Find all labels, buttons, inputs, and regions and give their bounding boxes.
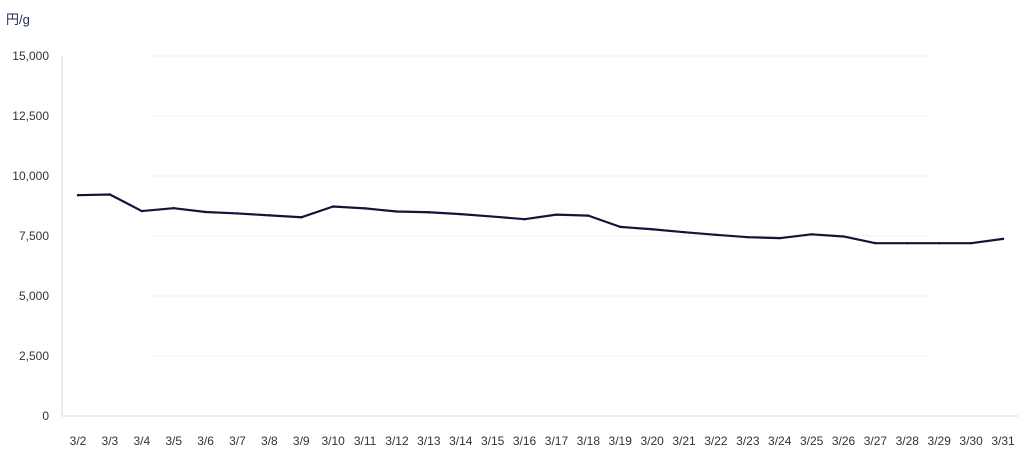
data-point [969,242,973,245]
data-point [204,210,207,214]
data-point [331,205,335,208]
x-tick-label: 3/20 [640,434,664,448]
y-axis-unit-label: 円/g [6,12,30,27]
data-point [172,206,175,210]
data-point [300,216,303,219]
x-tick-label: 3/19 [609,434,633,448]
x-tick-label: 3/12 [385,434,409,448]
x-tick-label: 3/23 [736,434,760,448]
x-tick-label: 3/15 [481,434,505,448]
x-tick-label: 3/26 [832,434,856,448]
x-tick-label: 3/27 [864,434,888,448]
x-tick-label: 3/31 [991,434,1015,448]
x-tick-label: 3/14 [449,434,473,448]
data-point [363,207,367,210]
data-point [778,236,781,240]
data-point [108,193,112,196]
x-tick-label: 3/30 [959,434,983,448]
data-point [810,233,813,236]
data-point [523,218,526,221]
data-point [650,228,654,231]
data-point [427,211,431,214]
data-point [842,235,845,238]
data-point [587,214,590,217]
data-point [874,242,877,245]
x-tick-label: 3/29 [928,434,952,448]
x-tick-label: 3/16 [513,434,537,448]
data-point [906,242,909,245]
data-point [714,233,718,236]
y-tick-label: 2,500 [19,349,49,363]
data-point [746,236,750,239]
data-point [268,214,271,217]
data-point [491,215,494,218]
y-tick-label: 10,000 [12,169,49,183]
y-tick-label: 0 [42,409,49,423]
x-tick-label: 3/10 [321,434,345,448]
x-tick-label: 3/18 [577,434,601,448]
x-tick-label: 3/3 [102,434,119,448]
y-tick-label: 5,000 [19,289,49,303]
data-point [938,242,941,245]
data-point [140,209,143,213]
data-point [395,210,399,213]
x-tick-label: 3/8 [261,434,278,448]
x-tick-label: 3/13 [417,434,441,448]
data-point [555,213,558,216]
x-tick-label: 3/11 [354,434,377,448]
x-tick-label: 3/28 [896,434,920,448]
x-tick-label: 3/5 [165,434,182,448]
y-tick-label: 12,500 [12,109,49,123]
x-tick-label: 3/24 [768,434,792,448]
data-point [619,225,622,229]
x-tick-label: 3/7 [229,434,246,448]
axis-layer [61,56,1018,417]
data-point [1001,237,1005,241]
x-tick-label: 3/2 [70,434,87,448]
data-point [236,212,239,215]
x-tick-label: 3/17 [545,434,569,448]
data-point [682,230,686,234]
series-layer [76,193,1005,245]
x-tick-label: 3/25 [800,434,824,448]
x-tick-label: 3/4 [133,434,150,448]
data-point [76,194,80,197]
tick-label-layer: 0 2,500 5,000 7,500 10,000 12,500 15,000 3/2 3/3… [12,49,1015,448]
data-point [459,212,462,216]
grid-layer [152,55,928,357]
x-tick-label: 3/22 [704,434,728,448]
y-tick-label: 7,500 [19,229,49,243]
x-tick-label: 3/9 [293,434,310,448]
x-tick-label: 3/21 [672,434,696,448]
y-tick-label: 15,000 [12,49,49,63]
price-series-line [76,193,1005,245]
x-tick-label: 3/6 [197,434,214,448]
